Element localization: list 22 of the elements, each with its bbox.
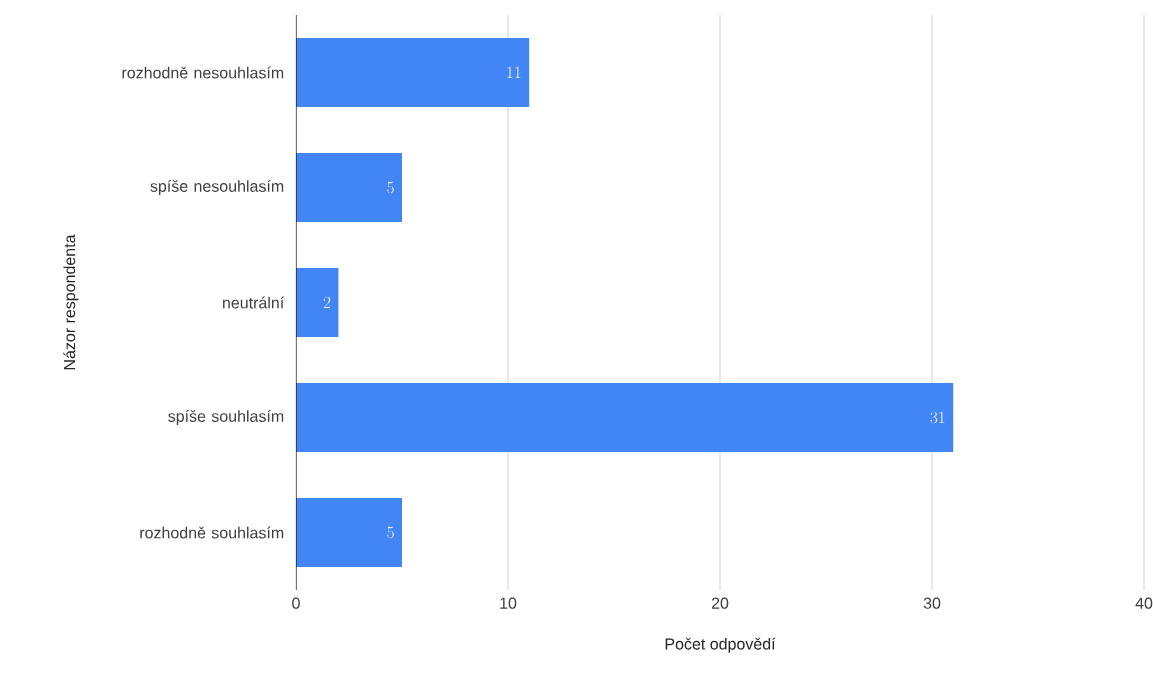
bar <box>296 153 402 222</box>
data-label: 5 <box>387 181 394 194</box>
x-tick-label: 30 <box>923 597 941 609</box>
bar <box>296 268 339 337</box>
y-tick-label: spíše nesouhlasím <box>150 179 284 196</box>
bar <box>296 383 954 452</box>
x-tick-label: 40 <box>1135 597 1153 609</box>
x-tick-label: 10 <box>500 597 517 609</box>
data-label: 31 <box>930 411 945 424</box>
x-axis-title: Počet odpovědí <box>665 637 776 653</box>
bar <box>296 38 530 107</box>
y-tick-label: neutrální <box>223 296 285 309</box>
y-tick-label: spíše souhlasím <box>168 409 284 426</box>
y-tick-label: rozhodně souhlasím <box>140 526 284 539</box>
data-label: 2 <box>323 296 331 309</box>
data-label: 11 <box>507 66 521 79</box>
y-axis-title: Názor respondenta <box>63 234 79 370</box>
y-tick-label: rozhodně nesouhlasím <box>122 66 284 79</box>
bar <box>296 498 402 568</box>
x-tick-label: 20 <box>711 597 729 609</box>
x-tick-label: 0 <box>292 597 300 609</box>
data-label: 5 <box>387 526 394 539</box>
